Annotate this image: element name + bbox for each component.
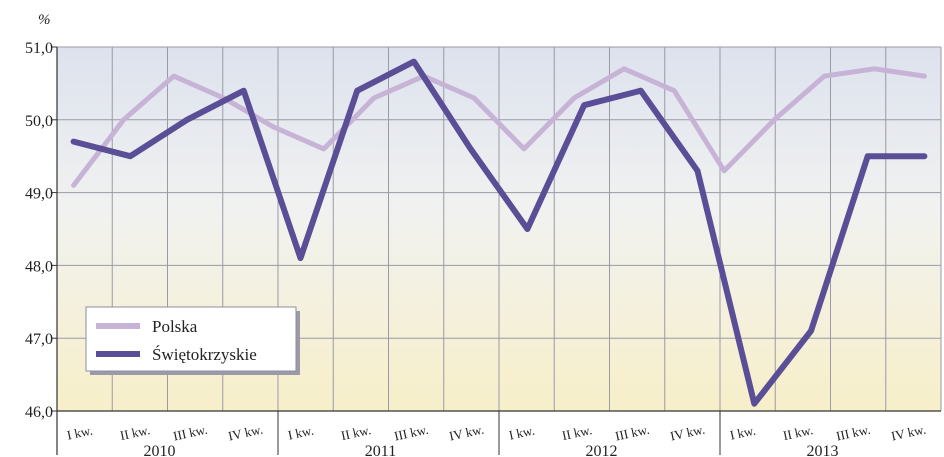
x-tick-quarter-label: IV kw. (227, 422, 264, 444)
y-axis-ticks: 46,0 47,0 48,0 49,0 50,0 51,0 (25, 40, 53, 421)
y-tick-label: 51,0 (25, 40, 53, 57)
y-tick-label: 46,0 (25, 404, 53, 421)
x-tick-quarter-label: I kw. (728, 423, 756, 443)
x-tick-quarter-label: III kw. (172, 422, 209, 444)
x-tick-quarter-label: II kw. (561, 422, 594, 443)
x-tick-quarter-label: I kw. (65, 423, 93, 443)
x-tick-quarter-label: I kw. (507, 423, 535, 443)
y-tick-label: 49,0 (25, 186, 53, 203)
x-tick-quarter-label: IV kw. (448, 422, 485, 444)
x-tick-quarter-label: I kw. (286, 423, 314, 443)
x-tick-quarter-label: III kw. (393, 422, 430, 444)
x-tick-quarter-label: IV kw. (890, 422, 927, 444)
x-tick-year-label: 2012 (586, 443, 618, 457)
x-tick-quarter-label: II kw. (119, 422, 152, 443)
y-tick-label: 50,0 (25, 113, 53, 130)
x-tick-quarter-label: III kw. (614, 422, 651, 444)
x-tick-quarter-label: II kw. (782, 422, 815, 443)
y-axis-unit: % (38, 12, 51, 28)
series-line-swietokrzyskie (70, 58, 928, 407)
legend-label-swietokrzyskie: Świętokrzyskie (152, 345, 257, 364)
x-tick-year-label: 2013 (807, 443, 839, 457)
x-tick-year-label: 2010 (144, 443, 176, 457)
x-tick-year-label: 2011 (365, 443, 396, 457)
y-tick-label: 47,0 (25, 331, 53, 348)
y-tick-label: 48,0 (25, 258, 53, 275)
legend: Polska Świętokrzyskie (85, 306, 300, 375)
series-line-polska (71, 66, 927, 188)
series-lines (70, 58, 928, 407)
legend-box (85, 306, 297, 372)
x-tick-quarter-label: IV kw. (669, 422, 706, 444)
x-tick-quarter-label: III kw. (835, 422, 872, 444)
legend-label-polska: Polska (152, 317, 198, 336)
x-tick-quarter-label: II kw. (340, 422, 373, 443)
x-axis-ticks: I kw. II kw. III kw. IV kw. I kw. II kw. III k… (65, 422, 927, 457)
